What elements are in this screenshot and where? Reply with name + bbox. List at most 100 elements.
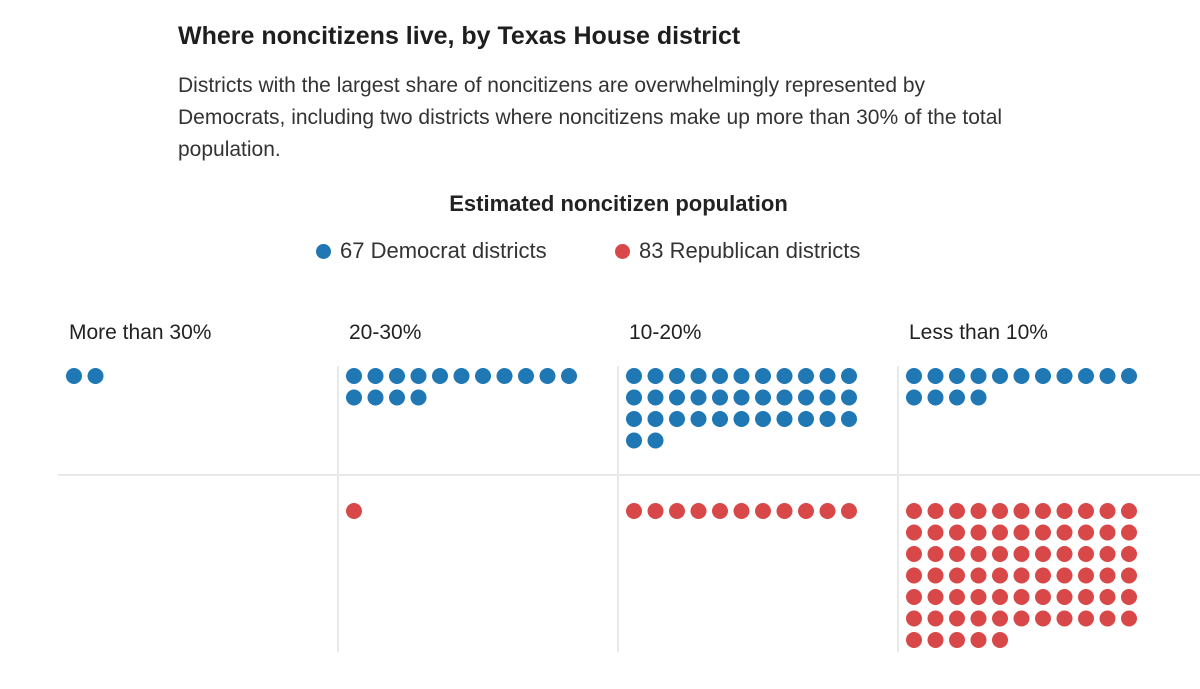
district-dot [1121, 368, 1137, 384]
district-dot [647, 503, 664, 519]
district-dot [626, 432, 642, 449]
district-dot [1078, 546, 1094, 562]
district-dot [561, 368, 577, 384]
district-dot [776, 503, 793, 519]
district-dot [712, 411, 728, 427]
district-dot [690, 503, 707, 519]
district-dot [755, 411, 771, 427]
district-dot [949, 589, 965, 605]
district-dot [712, 503, 728, 519]
district-dot [927, 632, 944, 648]
district-dot [733, 389, 750, 406]
district-dot [927, 503, 944, 519]
district-dot [906, 546, 922, 562]
district-dot [906, 589, 922, 605]
district-dot [1099, 524, 1116, 541]
district-dot [906, 610, 922, 627]
district-dot [1099, 368, 1116, 384]
district-dot [1035, 524, 1051, 541]
district-dot [992, 589, 1008, 605]
district-dot [712, 389, 728, 406]
district-dot [927, 546, 944, 562]
district-dot [798, 503, 814, 519]
district-dot [970, 567, 987, 584]
district-dot [949, 632, 965, 648]
district-dot [906, 632, 922, 648]
district-dot [733, 411, 750, 427]
district-dot [518, 368, 534, 384]
district-dot [1013, 368, 1030, 384]
district-dot [970, 368, 987, 384]
district-dot [453, 368, 470, 384]
category-label: 10-20% [629, 321, 701, 344]
district-dot [1013, 610, 1030, 627]
chart-heading: Estimated noncitizen population [449, 191, 788, 216]
district-dot [1078, 524, 1094, 541]
district-dot [970, 589, 987, 605]
district-dot [927, 368, 944, 384]
district-dot [970, 389, 987, 406]
district-dot [970, 632, 987, 648]
district-dot [970, 546, 987, 562]
district-dot [66, 368, 82, 384]
district-dot [906, 389, 922, 406]
district-dot [798, 411, 814, 427]
district-dot [841, 368, 857, 384]
district-dot [1099, 546, 1116, 562]
district-dot [647, 389, 664, 406]
district-dot [1056, 610, 1073, 627]
district-dot [389, 368, 405, 384]
category-label: 20-30% [349, 321, 421, 344]
legend-label-republican: 83 Republican districts [639, 238, 861, 263]
district-dot [346, 503, 362, 519]
district-dot [755, 503, 771, 519]
chart-subtitle: Districts with the largest share of nonc… [178, 74, 1003, 161]
district-dot [776, 389, 793, 406]
legend: 67 Democrat districts 83 Republican dist… [0, 238, 1200, 268]
district-dot [798, 389, 814, 406]
district-dot [1121, 524, 1137, 541]
district-dot [1013, 589, 1030, 605]
district-dot [367, 389, 384, 406]
district-dot [1013, 546, 1030, 562]
district-dot [1099, 503, 1116, 519]
district-dot [1013, 503, 1030, 519]
category-label: Less than 10% [909, 321, 1048, 344]
district-dot [970, 503, 987, 519]
district-dot [496, 368, 513, 384]
district-dot [647, 432, 664, 449]
district-dot [1035, 610, 1051, 627]
district-dot [1035, 503, 1051, 519]
district-dot [755, 389, 771, 406]
district-dot [367, 368, 384, 384]
district-dot [1056, 368, 1073, 384]
district-dot [906, 567, 922, 584]
legend-dot-democrat [316, 243, 331, 259]
district-dot [1121, 503, 1137, 519]
district-dot [1035, 546, 1051, 562]
legend-dot-republican [615, 243, 630, 259]
district-dot [992, 546, 1008, 562]
district-dot [1078, 610, 1094, 627]
district-dot [906, 368, 922, 384]
district-dot [690, 368, 707, 384]
district-dot [475, 368, 491, 384]
district-dot [949, 368, 965, 384]
district-dot [1056, 589, 1073, 605]
district-dot [669, 411, 685, 427]
district-dot [755, 368, 771, 384]
district-dot [1056, 503, 1073, 519]
district-dot [1121, 589, 1137, 605]
district-dot [1121, 546, 1137, 562]
district-dot [669, 503, 685, 519]
legend-label-democrat: 67 Democrat districts [340, 238, 547, 263]
district-dot [690, 411, 707, 427]
district-dot [776, 368, 793, 384]
district-dot [992, 368, 1008, 384]
district-dot [87, 368, 104, 384]
district-dot [798, 368, 814, 384]
district-dot [410, 389, 427, 406]
district-dot [992, 632, 1008, 648]
district-dot [1013, 524, 1030, 541]
district-dot [346, 368, 362, 384]
